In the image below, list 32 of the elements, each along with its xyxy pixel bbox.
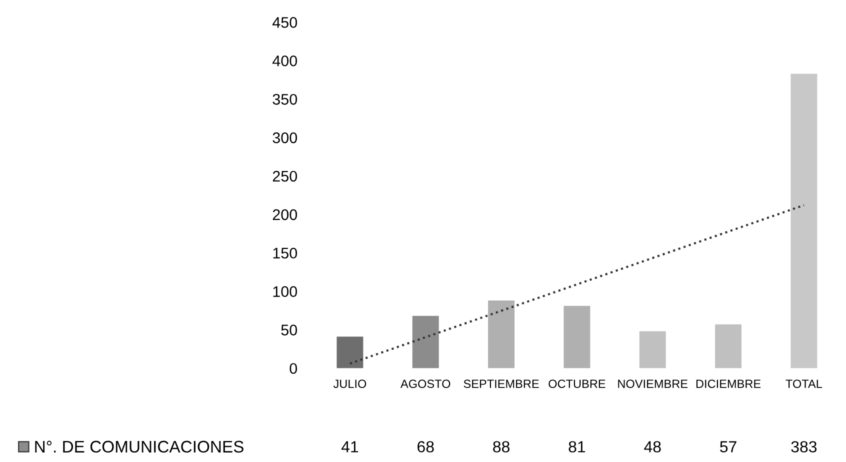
y-tick-label: 200 <box>272 209 298 220</box>
y-tick-label: 50 <box>281 324 298 336</box>
x-tick-label: OCTUBRE <box>548 380 606 388</box>
x-tick-label: SEPTIEMBRE <box>464 380 539 388</box>
y-tick-label: 400 <box>272 55 298 66</box>
bar <box>639 331 666 368</box>
data-label: 48 <box>644 441 661 452</box>
y-tick-label: 0 <box>290 363 298 374</box>
bar <box>488 300 515 368</box>
bar <box>715 324 742 368</box>
data-label: 57 <box>720 441 736 452</box>
bar <box>336 336 364 368</box>
x-tick-label: DICIEMBRE <box>696 380 761 388</box>
y-tick-label: 300 <box>272 132 298 144</box>
legend-label: N°. DE COMUNICACIONES <box>35 440 244 453</box>
data-label: 81 <box>568 441 586 452</box>
data-label: 68 <box>418 441 434 452</box>
data-label: 88 <box>493 441 510 452</box>
y-tick-label: 250 <box>272 170 298 182</box>
x-tick-label: JULIO <box>333 380 366 388</box>
x-tick-label: NOVIEMBRE <box>618 380 688 388</box>
x-tick-label: AGOSTO <box>400 380 450 388</box>
data-label: 383 <box>791 441 817 452</box>
y-tick-label: 350 <box>272 94 298 105</box>
y-tick-label: 450 <box>272 17 298 28</box>
x-tick-label: TOTAL <box>786 380 822 388</box>
data-label: 41 <box>341 441 358 452</box>
y-tick-label: 150 <box>273 248 298 259</box>
bar <box>564 306 590 368</box>
y-tick-label: 100 <box>273 286 298 298</box>
bar <box>790 74 818 368</box>
bar <box>412 316 439 368</box>
